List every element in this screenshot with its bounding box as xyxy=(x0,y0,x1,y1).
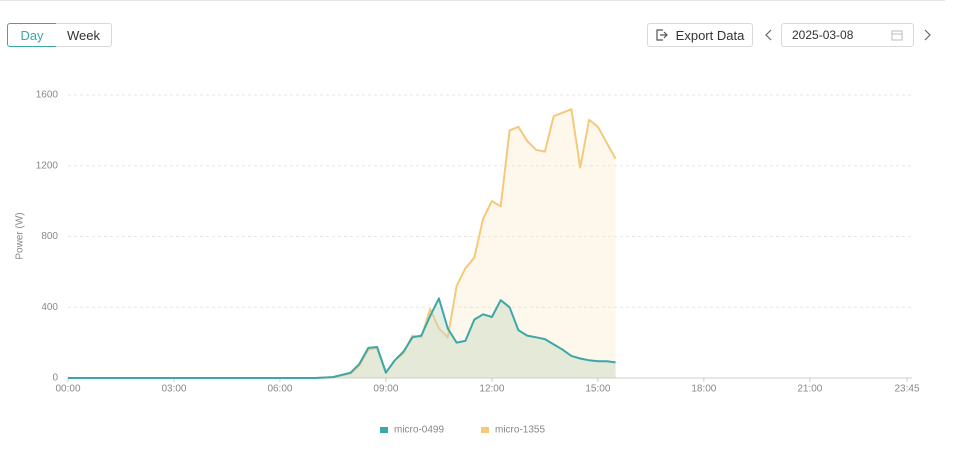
x-tick-label: 03:00 xyxy=(161,384,186,395)
date-value: 2025-03-08 xyxy=(792,28,854,42)
x-tick-label: 09:00 xyxy=(373,384,398,395)
week-tab[interactable]: Week xyxy=(56,23,112,47)
next-day[interactable] xyxy=(922,29,932,41)
x-tick-label: 18:00 xyxy=(691,384,716,395)
day-tab[interactable]: Day xyxy=(7,23,57,47)
legend-label: micro-0499 xyxy=(394,425,444,436)
export-icon xyxy=(656,29,668,41)
x-tick-label: 15:00 xyxy=(585,384,610,395)
line xyxy=(68,108,617,379)
area xyxy=(68,298,616,378)
y-tick-label: 1600 xyxy=(36,90,59,101)
export-label: Export Data xyxy=(675,27,745,43)
y-tick-label: 400 xyxy=(41,302,58,313)
legend-swatch xyxy=(481,427,489,433)
legend-swatch xyxy=(380,427,388,433)
x-tick-label: 06:00 xyxy=(267,384,292,395)
calendar-icon xyxy=(891,30,903,41)
legend-label: micro-1355 xyxy=(495,425,545,436)
export-button[interactable]: Export Data xyxy=(647,23,753,47)
date-picker[interactable]: 2025-03-08 xyxy=(781,23,914,47)
x-tick-label: 00:00 xyxy=(55,384,80,395)
y-tick-label: 1200 xyxy=(36,160,59,171)
y-axis-label: Power (W) xyxy=(15,212,26,259)
x-tick-label: 23:45 xyxy=(894,384,919,395)
line xyxy=(68,297,616,379)
y-tick-label: 800 xyxy=(41,231,58,242)
x-tick-label: 21:00 xyxy=(797,384,822,395)
prev-day[interactable] xyxy=(764,29,774,41)
x-tick-label: 12:00 xyxy=(479,384,504,395)
area xyxy=(68,109,616,378)
top-border xyxy=(0,0,945,1)
y-tick-label: 0 xyxy=(52,373,58,384)
